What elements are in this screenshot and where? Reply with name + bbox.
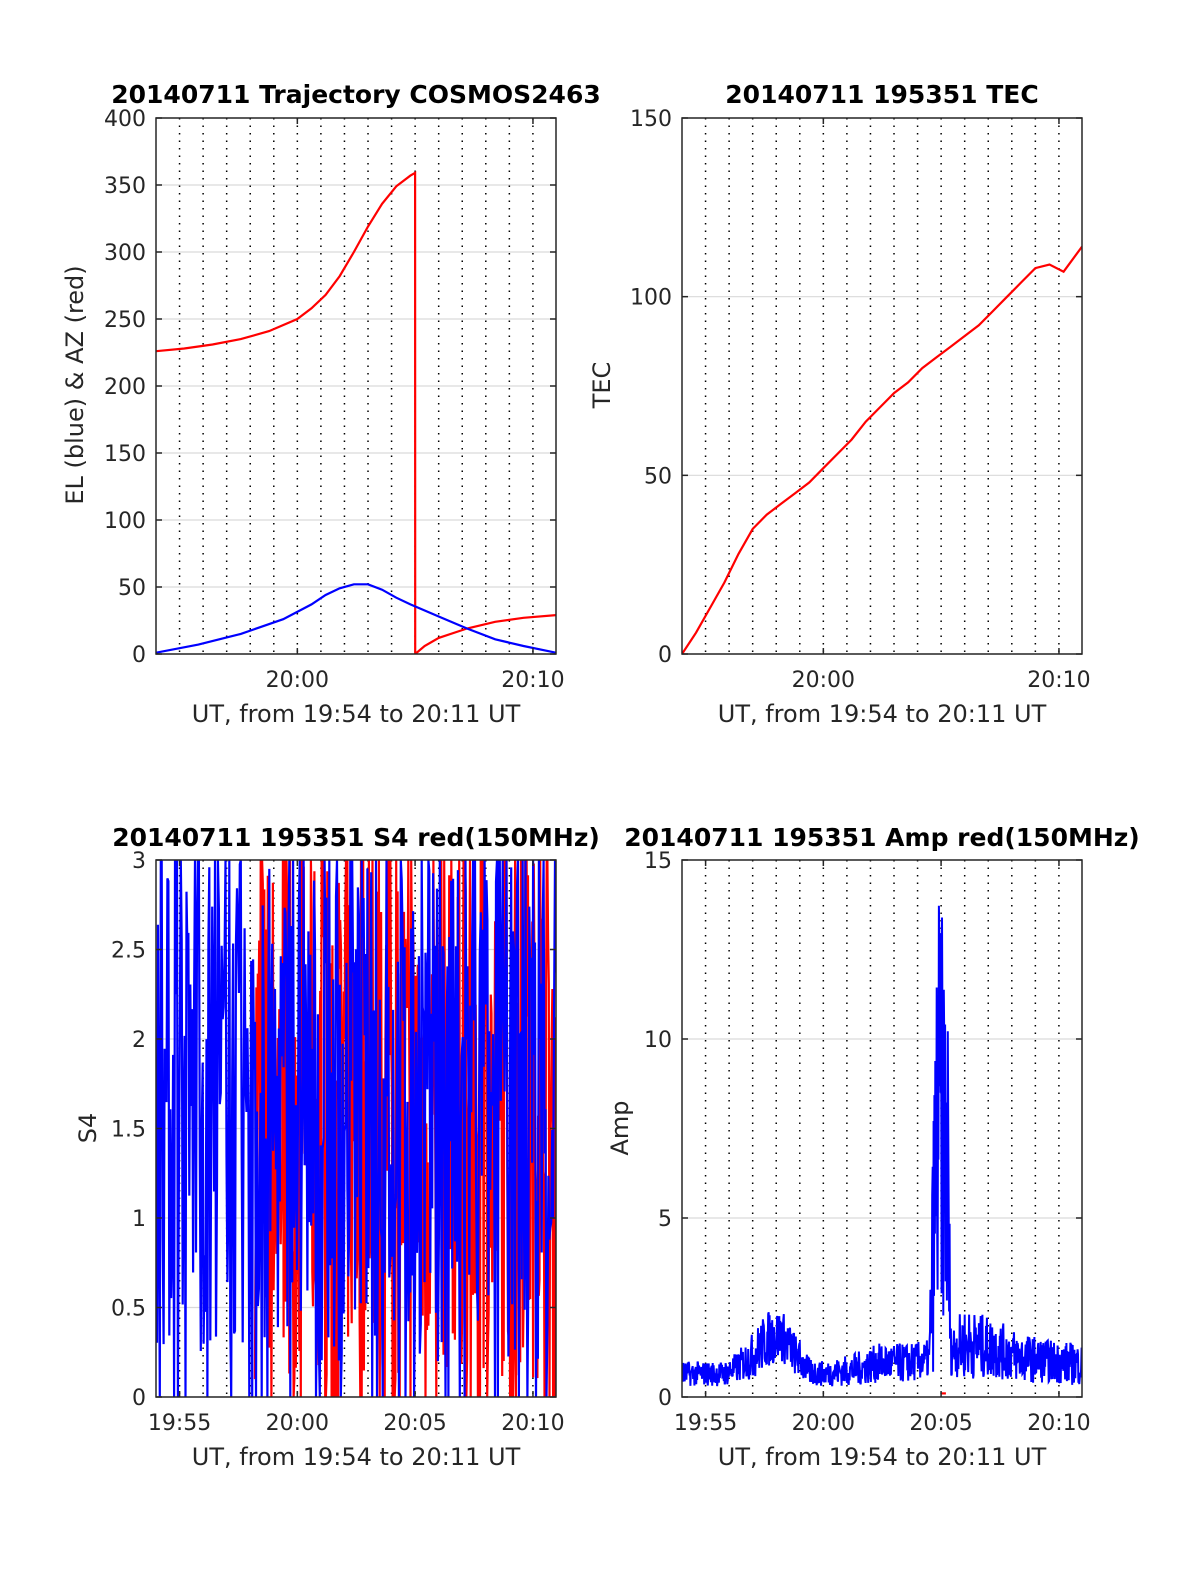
tec-xtick-label: 20:10 (1027, 668, 1090, 693)
tec-xtick-label: 20:00 (792, 668, 855, 693)
s4-plot-area (156, 860, 556, 1397)
s4-ytick-label: 1 (132, 1207, 146, 1232)
trajectory-ytick-label: 200 (104, 375, 146, 400)
amp-ytick-label: 5 (658, 1207, 672, 1232)
trajectory-ytick-label: 250 (104, 308, 146, 333)
trajectory-xtick-label: 20:10 (501, 668, 564, 693)
amp-title: 20140711 195351 Amp red(150MHz) (624, 823, 1140, 852)
amp-xlabel: UT, from 19:54 to 20:11 UT (718, 1443, 1047, 1471)
s4-panel: 20140711 195351 S4 red(150MHz) S4 UT, fr… (74, 823, 600, 1471)
trajectory-series-line (156, 583, 556, 654)
s4-xtick-label: 19:55 (148, 1411, 211, 1436)
trajectory-ytick-label: 300 (104, 241, 146, 266)
s4-title: 20140711 195351 S4 red(150MHz) (112, 823, 600, 852)
tec-ytick-label: 150 (630, 107, 672, 132)
trajectory-ytick-label: 400 (104, 107, 146, 132)
trajectory-plot-area (156, 170, 556, 654)
tec-xlabel: UT, from 19:54 to 20:11 UT (718, 700, 1047, 728)
s4-ytick-label: 2.5 (111, 939, 146, 964)
amp-ytick-label: 15 (644, 849, 672, 874)
tec-series-line (682, 245, 1082, 654)
s4-ytick-label: 2 (132, 1028, 146, 1053)
tec-axes-box (681, 117, 1083, 655)
amp-panel: 20140711 195351 Amp red(150MHz) Amp UT, … (606, 823, 1140, 1471)
s4-ylabel: S4 (74, 1113, 102, 1144)
amp-xtick-label: 20:05 (909, 1411, 972, 1436)
amp-ytick-label: 0 (658, 1386, 672, 1411)
tec-ytick-label: 100 (630, 286, 672, 311)
tec-plot-area (682, 245, 1082, 654)
tec-ytick-label: 50 (644, 464, 672, 489)
amp-xtick-label: 20:10 (1027, 1411, 1090, 1436)
amp-plot-area (682, 905, 1082, 1395)
amp-ylabel: Amp (606, 1100, 634, 1155)
tec-ylabel: TEC (588, 362, 616, 410)
trajectory-series-line (156, 170, 556, 654)
trajectory-ytick-label: 100 (104, 509, 146, 534)
tec-ytick-label: 0 (658, 643, 672, 668)
tec-panel: 20140711 195351 TEC TEC UT, from 19:54 t… (588, 80, 1091, 728)
amp-ytick-label: 10 (644, 1028, 672, 1053)
s4-xtick-label: 20:00 (266, 1411, 329, 1436)
amp-xtick-label: 19:55 (674, 1411, 737, 1436)
amp-series-line (682, 905, 1082, 1387)
trajectory-xtick-label: 20:00 (266, 668, 329, 693)
trajectory-xlabel: UT, from 19:54 to 20:11 UT (192, 700, 521, 728)
s4-ytick-label: 3 (132, 849, 146, 874)
trajectory-ytick-label: 50 (118, 576, 146, 601)
trajectory-ylabel: EL (blue) & AZ (red) (61, 265, 89, 504)
s4-xtick-label: 20:10 (501, 1411, 564, 1436)
s4-ytick-label: 0.5 (111, 1297, 146, 1322)
amp-xtick-label: 20:00 (792, 1411, 855, 1436)
s4-series-line (156, 860, 556, 1397)
tec-title: 20140711 195351 TEC (725, 80, 1038, 109)
trajectory-ytick-label: 350 (104, 174, 146, 199)
trajectory-ytick-label: 150 (104, 442, 146, 467)
s4-xtick-label: 20:05 (383, 1411, 446, 1436)
amp-axes-box (681, 859, 1083, 1398)
s4-ytick-label: 0 (132, 1386, 146, 1411)
trajectory-title: 20140711 Trajectory COSMOS2463 (111, 80, 601, 109)
trajectory-panel: 20140711 Trajectory COSMOS2463 EL (blue)… (61, 80, 601, 728)
s4-xlabel: UT, from 19:54 to 20:11 UT (192, 1443, 521, 1471)
s4-ytick-label: 1.5 (111, 1118, 146, 1143)
trajectory-ytick-label: 0 (132, 643, 146, 668)
